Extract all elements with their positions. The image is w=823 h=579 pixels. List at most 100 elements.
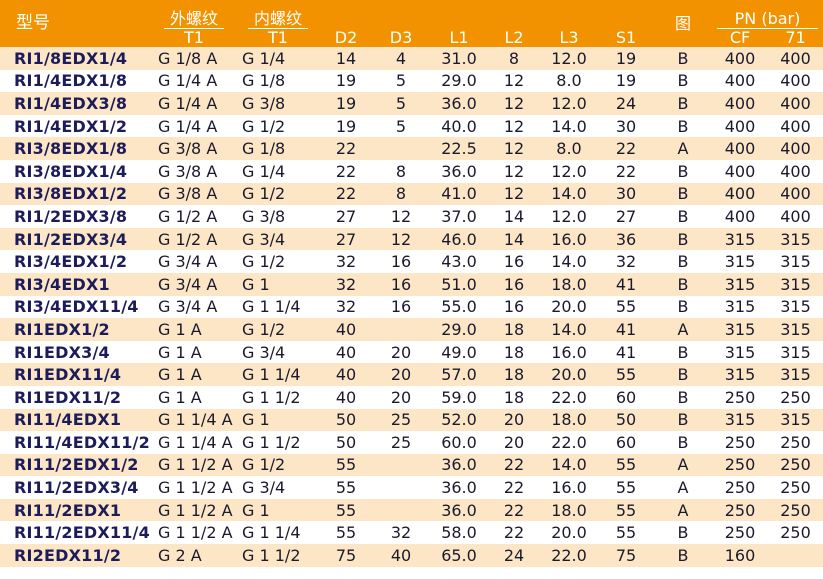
cell-l1: 36.0: [430, 476, 488, 499]
cell-t1-internal: G 1/2: [236, 318, 320, 341]
cell-pn-71: 315: [768, 227, 823, 251]
cell-l2: 16: [488, 295, 540, 319]
cell-figure: B: [654, 385, 712, 409]
cell-l2: 18: [488, 340, 540, 364]
cell-l2: 12: [488, 92, 540, 115]
header-external-thread: 外螺纹: [152, 0, 236, 29]
cell-l1: 22.5: [430, 137, 488, 160]
cell-d2: 40: [320, 363, 372, 386]
cell-t1-internal: G 3/8: [236, 92, 320, 115]
cell-pn-71: 250: [768, 385, 823, 409]
cell-l1: 46.0: [430, 227, 488, 251]
cell-l2: 22: [488, 498, 540, 522]
cell-model: RI3/4EDX11/4: [0, 295, 152, 319]
header-internal-thread: 内螺纹: [236, 0, 320, 29]
cell-pn-cf: 250: [712, 385, 768, 409]
cell-l1: 52.0: [430, 408, 488, 432]
cell-pn-cf: 315: [712, 227, 768, 251]
cell-d3: [372, 498, 430, 522]
cell-pn-cf: 250: [712, 498, 768, 522]
cell-l3: 20.0: [540, 521, 598, 545]
cell-s1: 22: [598, 137, 654, 160]
cell-pn-71: 400: [768, 92, 823, 115]
cell-l2: 20: [488, 431, 540, 454]
cell-d3: 8: [372, 182, 430, 206]
cell-l1: 57.0: [430, 363, 488, 386]
cell-figure: A: [654, 453, 712, 477]
cell-s1: 32: [598, 250, 654, 273]
cell-figure: B: [654, 544, 712, 567]
cell-d3: 5: [372, 114, 430, 138]
cell-model: RI1EDX1/2: [0, 318, 152, 341]
cell-model: RI11/2EDX1/2: [0, 453, 152, 477]
cell-l3: 18.0: [540, 408, 598, 432]
header-external-thread-label: 外螺纹: [163, 10, 224, 29]
cell-d3: 25: [372, 431, 430, 454]
cell-pn-cf: 315: [712, 363, 768, 386]
cell-pn-cf: 400: [712, 92, 768, 115]
cell-t1-external: G 1 A: [152, 385, 236, 409]
cell-figure: B: [654, 205, 712, 228]
cell-d2: 40: [320, 340, 372, 364]
cell-l3: 14.0: [540, 318, 598, 341]
header-71: 71: [768, 29, 823, 47]
cell-pn-cf: 160: [712, 544, 768, 567]
cell-model: RI3/8EDX1/4: [0, 159, 152, 183]
cell-s1: 55: [598, 498, 654, 522]
fittings-spec-table: 型号 外螺纹 内螺纹 图 PN (bar) T1 T1 D2 D3 L1 L2 …: [0, 0, 823, 567]
cell-figure: B: [654, 250, 712, 273]
cell-t1-external: G 1/8 A: [152, 47, 236, 70]
header-s1: S1: [598, 29, 654, 47]
cell-d3: 5: [372, 69, 430, 93]
cell-pn-71: 400: [768, 114, 823, 138]
cell-t1-external: G 3/4 A: [152, 250, 236, 273]
cell-pn-71: 400: [768, 159, 823, 183]
cell-l1: 36.0: [430, 498, 488, 522]
cell-l1: 49.0: [430, 340, 488, 364]
cell-figure: A: [654, 318, 712, 341]
cell-l3: 14.0: [540, 250, 598, 273]
cell-l2: 12: [488, 114, 540, 138]
cell-t1-internal: G 3/4: [236, 476, 320, 499]
cell-pn-cf: 315: [712, 272, 768, 296]
cell-l2: 22: [488, 476, 540, 499]
cell-t1-internal: G 1: [236, 498, 320, 522]
cell-l1: 51.0: [430, 272, 488, 296]
cell-l1: 36.0: [430, 92, 488, 115]
cell-s1: 30: [598, 114, 654, 138]
cell-s1: 19: [598, 69, 654, 93]
cell-figure: B: [654, 340, 712, 364]
cell-pn-71: 400: [768, 182, 823, 206]
cell-model: RI1/8EDX1/4: [0, 47, 152, 70]
cell-l2: 22: [488, 453, 540, 477]
header-l3: L3: [540, 29, 598, 47]
cell-pn-cf: 315: [712, 318, 768, 341]
cell-figure: B: [654, 272, 712, 296]
cell-t1-external: G 1 A: [152, 318, 236, 341]
cell-t1-internal: G 1/2: [236, 453, 320, 477]
cell-l2: 14: [488, 205, 540, 228]
cell-l3: 20.0: [540, 295, 598, 319]
cell-l1: 65.0: [430, 544, 488, 567]
cell-d3: [372, 318, 430, 341]
cell-pn-cf: 250: [712, 453, 768, 477]
cell-pn-71: 250: [768, 498, 823, 522]
header-blank: [372, 0, 430, 29]
cell-l2: 12: [488, 69, 540, 93]
cell-s1: 55: [598, 363, 654, 386]
cell-pn-71: 250: [768, 431, 823, 454]
cell-figure: B: [654, 521, 712, 545]
